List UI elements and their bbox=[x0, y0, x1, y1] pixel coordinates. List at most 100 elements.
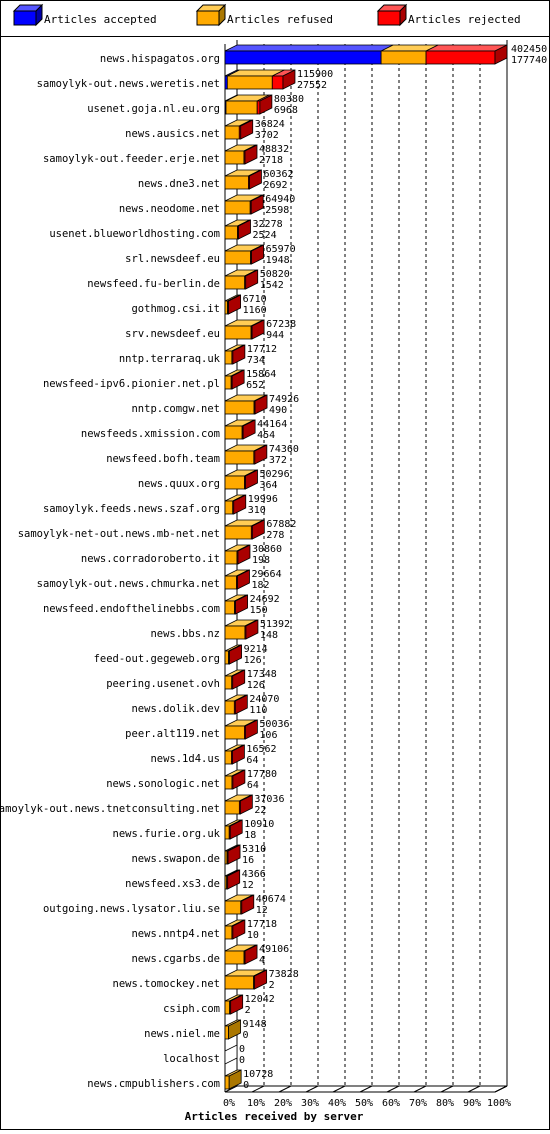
category-label: csiph.com bbox=[163, 1003, 220, 1015]
bar-segment-side bbox=[242, 419, 256, 440]
bar-segment-side bbox=[250, 194, 264, 215]
data-label: 364 bbox=[260, 480, 278, 491]
bar-segment bbox=[224, 525, 252, 540]
category-label: localhost bbox=[163, 1053, 220, 1065]
bar-segment-side bbox=[249, 169, 262, 190]
data-label: 19996 bbox=[248, 494, 278, 505]
data-label: 1948 bbox=[266, 255, 290, 266]
chart-legend: Articles accepted Articles refused Article… bbox=[12, 3, 521, 27]
bar-segment bbox=[224, 150, 245, 165]
data-label: 110 bbox=[249, 705, 267, 716]
category-label: newsfeed.bofh.team bbox=[106, 453, 220, 465]
bar-segment bbox=[224, 575, 237, 590]
x-tick-label: 10% bbox=[247, 1098, 265, 1109]
x-axis-end bbox=[494, 1085, 508, 1093]
category-label: news.swapon.de bbox=[131, 853, 220, 865]
data-label: 44164 bbox=[257, 419, 287, 430]
data-label: 29664 bbox=[252, 569, 282, 580]
data-label: 106 bbox=[259, 730, 277, 741]
bar-segment-side bbox=[231, 369, 245, 390]
bar-segment bbox=[271, 75, 284, 90]
bar-segment bbox=[225, 100, 258, 115]
data-label: 182 bbox=[252, 580, 270, 591]
data-label: 24692 bbox=[250, 594, 280, 605]
bar-segment bbox=[380, 50, 427, 65]
bar-segment-side bbox=[232, 344, 246, 365]
data-label: 310 bbox=[248, 505, 266, 516]
bar-segment-side bbox=[232, 919, 246, 940]
data-label: 64940 bbox=[265, 194, 295, 205]
data-label: 148 bbox=[260, 630, 278, 641]
category-label: news.hispagatos.org bbox=[100, 53, 220, 65]
category-label: news.1d4.us bbox=[150, 753, 220, 765]
bar-segment-side bbox=[237, 544, 251, 565]
category-label: gothmog.csi.it bbox=[131, 303, 220, 315]
category-label: news.quux.org bbox=[138, 478, 220, 490]
bar-segment bbox=[224, 475, 245, 490]
data-label: 17712 bbox=[247, 344, 277, 355]
category-label: peering.usenet.ovh bbox=[106, 678, 220, 690]
bar-segment-side bbox=[244, 144, 258, 165]
legend-item: Articles accepted bbox=[12, 3, 157, 27]
bar-segment-side bbox=[227, 869, 241, 890]
category-label: news.furie.org.uk bbox=[113, 828, 221, 840]
data-label: 126 bbox=[244, 655, 262, 666]
data-label: 0 bbox=[243, 1030, 249, 1041]
category-label: samoylyk-out.news.tnetconsulting.net bbox=[0, 803, 220, 815]
data-label: 126 bbox=[247, 680, 265, 691]
bar-segment bbox=[224, 225, 238, 240]
legend-label: Articles accepted bbox=[44, 13, 157, 26]
x-tick-label: 40% bbox=[328, 1098, 346, 1109]
category-label: feed-out.gegeweb.org bbox=[94, 653, 220, 665]
data-label: 4 bbox=[259, 955, 265, 966]
data-label: 36824 bbox=[255, 119, 285, 130]
x-tick-label: 0% bbox=[223, 1098, 235, 1109]
data-label: 27552 bbox=[297, 80, 327, 91]
data-label: 64 bbox=[246, 755, 258, 766]
bar-segment bbox=[224, 625, 246, 640]
bar-segment-side bbox=[251, 244, 264, 265]
data-label: 1542 bbox=[260, 280, 284, 291]
bar-segment-side bbox=[494, 44, 508, 65]
bar-segment-top bbox=[224, 44, 394, 52]
data-label: 9148 bbox=[243, 1019, 267, 1030]
data-label: 16 bbox=[242, 855, 254, 866]
data-label: 15864 bbox=[246, 369, 276, 380]
bar-segment bbox=[224, 500, 234, 515]
bar-segment-side bbox=[245, 619, 259, 640]
bar-segment bbox=[224, 925, 233, 940]
bar-segment bbox=[224, 675, 233, 690]
bar-segment-top bbox=[425, 44, 508, 52]
legend-label: Articles refused bbox=[227, 13, 333, 26]
bar-segment-side bbox=[238, 219, 251, 240]
x-tick bbox=[224, 1085, 238, 1093]
category-label: news.tomockey.net bbox=[113, 978, 220, 990]
bar-segment-side bbox=[254, 969, 268, 990]
x-tick-label: 70% bbox=[409, 1098, 427, 1109]
bar-segment-side bbox=[232, 744, 245, 765]
data-label: 150 bbox=[250, 605, 268, 616]
category-label: news.bbs.nz bbox=[150, 628, 220, 640]
data-label: 115900 bbox=[297, 69, 333, 80]
bar-segment-side bbox=[234, 694, 248, 715]
x-tick-label: 100% bbox=[487, 1098, 511, 1109]
data-label: 37036 bbox=[254, 794, 284, 805]
data-label: 2598 bbox=[265, 205, 289, 216]
data-label: 402450 bbox=[511, 44, 547, 55]
x-tick bbox=[386, 1085, 400, 1093]
bar-segment-side bbox=[241, 894, 255, 915]
x-tick-label: 20% bbox=[274, 1098, 292, 1109]
